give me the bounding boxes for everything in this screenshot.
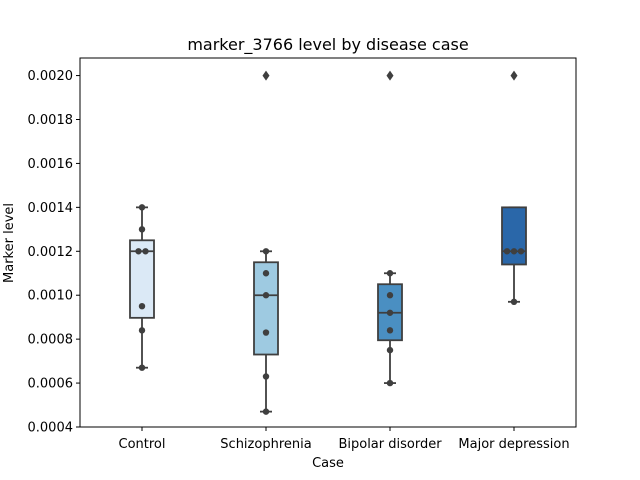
y-tick-label: 0.0012: [28, 245, 74, 260]
data-point: [386, 346, 394, 354]
x-tick-label: Major depression: [458, 437, 569, 452]
data-point: [262, 248, 270, 255]
y-tick-label: 0.0010: [28, 289, 74, 304]
data-point: [262, 329, 270, 336]
data-point: [517, 248, 525, 255]
y-axis-label: Marker level: [2, 203, 17, 283]
data-point: [138, 204, 146, 211]
data-point: [386, 327, 394, 334]
data-point: [142, 248, 149, 255]
y-tick-label: 0.0004: [28, 421, 74, 436]
outlier-point: [262, 70, 270, 81]
data-point: [262, 270, 270, 277]
data-point: [386, 309, 394, 316]
y-tick-label: 0.0018: [28, 113, 74, 128]
data-point: [135, 248, 142, 255]
y-tick-label: 0.0008: [28, 333, 74, 348]
data-point: [386, 379, 394, 387]
data-point: [386, 270, 394, 277]
data-point: [386, 292, 394, 299]
y-tick-label: 0.0020: [28, 69, 74, 84]
data-point: [138, 364, 146, 371]
plot-area: 0.0004 0.0006 0.0008 0.0010 0.0012 0.0014 0.00…: [28, 57, 577, 452]
outlier-point: [386, 70, 394, 81]
data-point: [138, 327, 146, 334]
data-point: [262, 408, 270, 415]
x-tick-label: Schizophrenia: [220, 437, 311, 452]
data-point: [262, 292, 270, 299]
data-point: [510, 248, 518, 255]
data-point: [138, 302, 146, 310]
x-tick-label: Bipolar disorder: [338, 437, 442, 452]
plot-frame: [79, 57, 577, 428]
chart-title: marker_3766 level by disease case: [187, 35, 468, 55]
data-point: [510, 298, 518, 306]
y-tick-label: 0.0014: [28, 201, 74, 216]
data-point: [262, 373, 270, 380]
x-tick-label: Control: [119, 437, 166, 452]
y-tick-label: 0.0006: [28, 377, 74, 392]
x-axis-label: Case: [312, 456, 344, 471]
box: [501, 206, 527, 266]
box: [253, 261, 279, 356]
y-tick-label: 0.0016: [28, 157, 74, 172]
data-point: [503, 248, 511, 255]
outlier-point: [510, 70, 518, 81]
data-point: [138, 226, 146, 233]
